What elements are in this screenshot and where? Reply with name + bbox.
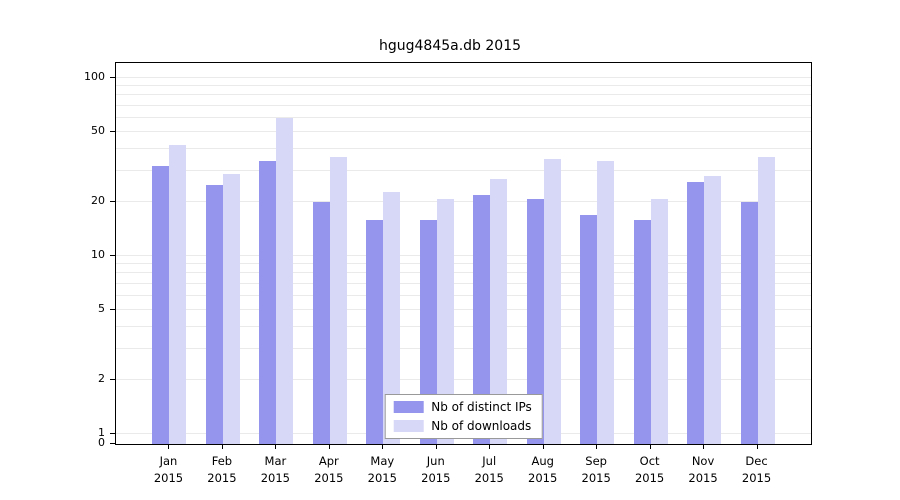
- gridline: [116, 348, 811, 350]
- x-axis-label-may: May 2015: [367, 454, 397, 485]
- x-axis-tick: [275, 445, 277, 449]
- gridline: [116, 85, 811, 87]
- legend-item-distinct-ips: Nb of distinct IPs: [393, 400, 532, 414]
- bar-distinct-ips-nov: [687, 182, 705, 444]
- bar-downloads-sep: [597, 161, 615, 444]
- x-axis-tick: [168, 445, 170, 449]
- y-axis-tick: [110, 443, 115, 444]
- x-axis-tick: [596, 445, 598, 449]
- bar-downloads-may: [383, 191, 401, 444]
- x-axis-label-feb: Feb 2015: [207, 454, 237, 485]
- gridline: [116, 116, 811, 118]
- x-axis-label-apr: Apr 2015: [314, 454, 344, 485]
- legend-label-distinct-ips: Nb of distinct IPs: [431, 400, 532, 414]
- bar-downloads-oct: [650, 198, 668, 444]
- legend-item-downloads: Nb of downloads: [393, 419, 532, 433]
- gridline: [116, 77, 811, 78]
- x-axis-label-aug: Aug 2015: [528, 454, 558, 485]
- gridline: [116, 272, 811, 274]
- bar-distinct-ips-feb: [205, 185, 223, 444]
- bar-downloads-jun: [436, 198, 454, 444]
- legend: Nb of distinct IPs Nb of downloads: [384, 394, 543, 439]
- plot-area: Nb of distinct IPs Nb of downloads: [115, 62, 812, 445]
- bar-distinct-ips-may: [366, 219, 384, 444]
- x-axis-tick: [649, 445, 651, 449]
- x-axis-tick: [542, 445, 544, 449]
- y-axis-label-50: 50: [91, 123, 105, 137]
- gridline: [116, 294, 811, 296]
- y-axis-tick: [110, 77, 115, 78]
- bar-downloads-aug: [543, 159, 561, 444]
- gridline: [116, 170, 811, 172]
- x-axis-label-jan: Jan 2015: [153, 454, 184, 485]
- gridline: [116, 325, 811, 327]
- y-axis-label-0: 0: [98, 436, 105, 449]
- x-axis-label-nov: Nov 2015: [688, 454, 718, 485]
- bar-downloads-jan: [169, 145, 187, 444]
- x-axis-label-oct: Oct 2015: [634, 454, 665, 485]
- chart-title: hgug4845a.db 2015: [378, 38, 522, 54]
- x-axis-label-jul: Jul 2015: [474, 454, 504, 485]
- x-axis-label-jun: Jun 2015: [421, 454, 451, 485]
- x-axis-tick: [703, 445, 705, 449]
- bar-downloads-mar: [276, 117, 294, 444]
- x-axis-tick: [756, 445, 758, 449]
- y-axis-label-2: 2: [98, 372, 105, 386]
- y-axis-label-10: 10: [91, 248, 105, 261]
- bar-distinct-ips-sep: [580, 214, 598, 444]
- gridline: [116, 104, 811, 106]
- gridline: [116, 130, 811, 132]
- x-axis-label-mar: Mar 2015: [260, 454, 291, 485]
- gridline: [116, 147, 811, 149]
- bar-distinct-ips-dec: [740, 202, 758, 444]
- bar-distinct-ips-jul: [473, 195, 491, 444]
- gridline: [116, 263, 811, 265]
- y-axis-label-20: 20: [91, 194, 105, 208]
- bar-distinct-ips-jan: [152, 166, 170, 444]
- gridline: [116, 379, 811, 381]
- x-axis-tick: [382, 445, 384, 449]
- bar-downloads-apr: [329, 156, 347, 444]
- legend-label-downloads: Nb of downloads: [431, 419, 532, 433]
- x-axis-tick: [489, 445, 491, 449]
- y-axis-tick: [110, 255, 115, 256]
- gridline: [116, 308, 811, 310]
- x-axis-tick: [435, 445, 437, 449]
- bar-distinct-ips-mar: [259, 161, 277, 444]
- y-axis-tick: [110, 308, 115, 310]
- y-axis-label-100: 100: [84, 70, 105, 83]
- y-axis-tick: [110, 201, 115, 203]
- bar-downloads-dec: [757, 156, 775, 444]
- bar-distinct-ips-jun: [419, 219, 437, 444]
- y-axis-tick: [110, 433, 115, 434]
- gridline: [116, 94, 811, 96]
- bar-distinct-ips-apr: [312, 202, 330, 444]
- x-axis-tick: [328, 445, 330, 449]
- bar-distinct-ips-oct: [633, 219, 651, 444]
- bar-downloads-jul: [490, 179, 508, 444]
- y-axis-tick: [110, 379, 115, 381]
- legend-swatch-downloads: [393, 420, 424, 432]
- x-axis-label-dec: Dec 2015: [741, 454, 772, 485]
- y-axis-tick: [110, 130, 115, 132]
- gridline: [116, 255, 811, 256]
- bar-downloads-feb: [222, 173, 240, 444]
- y-axis-label-1: 1: [98, 426, 105, 439]
- legend-swatch-distinct-ips: [393, 401, 424, 413]
- gridline: [116, 282, 811, 284]
- x-axis-tick: [221, 445, 223, 449]
- bar-downloads-nov: [704, 176, 722, 444]
- y-axis-label-5: 5: [98, 301, 105, 315]
- x-axis-label-sep: Sep 2015: [581, 454, 611, 485]
- gridline: [116, 201, 811, 203]
- bar-distinct-ips-aug: [526, 198, 544, 444]
